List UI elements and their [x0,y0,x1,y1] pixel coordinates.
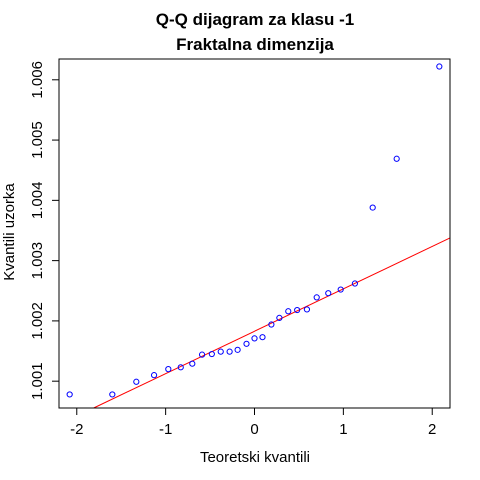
data-point [217,348,224,355]
data-point [198,351,206,358]
data-point [369,204,376,211]
data-point [303,306,311,313]
data-point [150,372,158,379]
y-tick-label: 1.001 [29,362,46,400]
data-point [208,350,215,358]
x-tick-label: 0 [250,421,258,438]
y-tick-label: 1.006 [29,61,46,99]
plot-content [66,63,451,409]
data-point [133,378,140,385]
data-point [337,286,344,293]
data-point [276,314,283,321]
data-point [325,290,332,297]
reference-line [93,237,451,409]
data-point [165,366,172,373]
x-tick-label: 2 [428,421,436,438]
data-point [177,364,184,371]
data-point [243,340,250,347]
data-point [285,308,292,315]
y-axis-label: Kvantili uzorka [1,183,18,281]
data-point [109,391,116,398]
y-tick-label: 1.004 [29,182,46,220]
data-point [268,321,275,328]
plot-frame [58,58,451,409]
x-tick-label: -1 [159,421,172,438]
x-axis: -2 -1 0 1 2 [70,408,436,438]
data-point [313,294,320,301]
data-point [251,335,258,342]
data-point [66,391,73,398]
chart-subtitle: Fraktalna dimenzija [176,35,334,54]
data-point [351,280,359,287]
data-point [234,346,241,353]
data-point [436,63,443,70]
chart-title: Q-Q dijagram za klasu -1 [156,10,354,29]
y-tick-label: 1.003 [29,242,46,280]
x-axis-label: Teoretski kvantili [200,449,310,466]
x-tick-label: -2 [70,421,83,438]
y-tick-label: 1.005 [29,121,46,159]
data-point [294,306,301,314]
y-axis: 1.001 1.002 1.003 1.004 1.005 1.006 [29,61,59,400]
data-point [393,155,400,162]
y-tick-label: 1.002 [29,302,46,340]
x-tick-label: 1 [339,421,347,438]
data-point [226,348,233,355]
data-point [189,360,196,367]
data-point [259,334,266,341]
